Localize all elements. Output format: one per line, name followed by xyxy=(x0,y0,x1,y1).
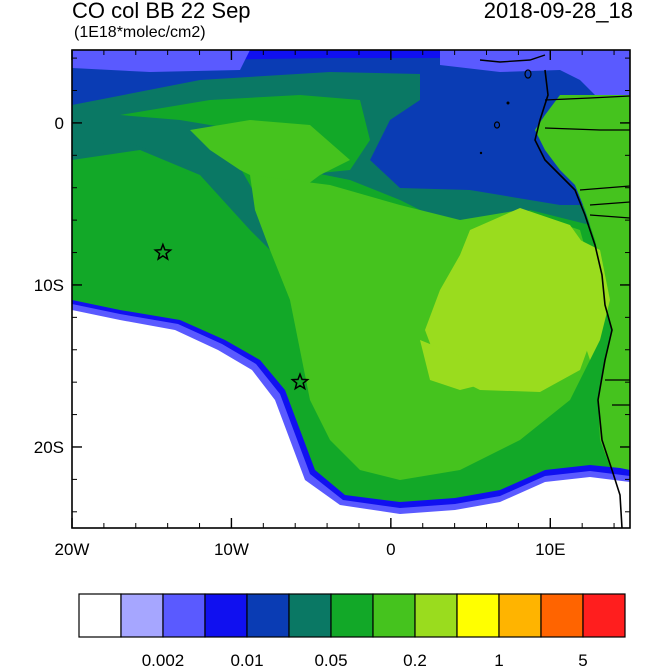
colorbar-label: 0.2 xyxy=(403,651,427,667)
units-label: (1E18*molec/cm2) xyxy=(74,24,206,41)
x-tick-label: 0 xyxy=(386,540,395,559)
colorbar-label: 0.05 xyxy=(314,651,347,667)
colorbar: 0.002 0.01 0.05 0.2 1 5 xyxy=(78,593,626,667)
colorbar-swatch xyxy=(288,593,332,638)
marker-layer xyxy=(153,242,310,391)
plot-frame xyxy=(71,49,631,529)
x-tick-label: 10W xyxy=(214,540,249,559)
colorbar-swatch xyxy=(456,593,500,638)
colorbar-label: 5 xyxy=(578,651,587,667)
y-tick-label: 20S xyxy=(34,438,64,457)
colorbar-swatch xyxy=(78,593,122,638)
x-tick-label: 20W xyxy=(55,540,90,559)
map-title: CO col BB 22 Sep xyxy=(72,0,251,23)
colorbar-swatch xyxy=(582,593,626,638)
colorbar-swatch xyxy=(246,593,290,638)
star-marker-icon xyxy=(153,242,173,261)
colorbar-swatch xyxy=(162,593,206,638)
colorbar-swatch xyxy=(414,593,458,638)
x-tick-label: 10E xyxy=(535,540,565,559)
colorbar-swatch xyxy=(372,593,416,638)
star-marker-icon xyxy=(290,372,310,391)
colorbar-label: 0.002 xyxy=(142,651,185,667)
colorbar-swatch xyxy=(498,593,542,638)
colorbar-swatch xyxy=(330,593,374,638)
colorbar-swatch xyxy=(540,593,584,638)
axis-ticks: 20W 10W 0 10E 0 10S 20S xyxy=(34,50,630,559)
valid-time: 2018-09-28_18 xyxy=(483,0,633,23)
colorbar-label: 0.01 xyxy=(230,651,263,667)
y-tick-label: 0 xyxy=(55,114,64,133)
colorbar-label: 1 xyxy=(494,651,503,667)
y-tick-label: 10S xyxy=(34,276,64,295)
colorbar-swatch xyxy=(204,593,248,638)
co-concentration-field xyxy=(72,50,630,528)
colorbar-swatch xyxy=(120,593,164,638)
